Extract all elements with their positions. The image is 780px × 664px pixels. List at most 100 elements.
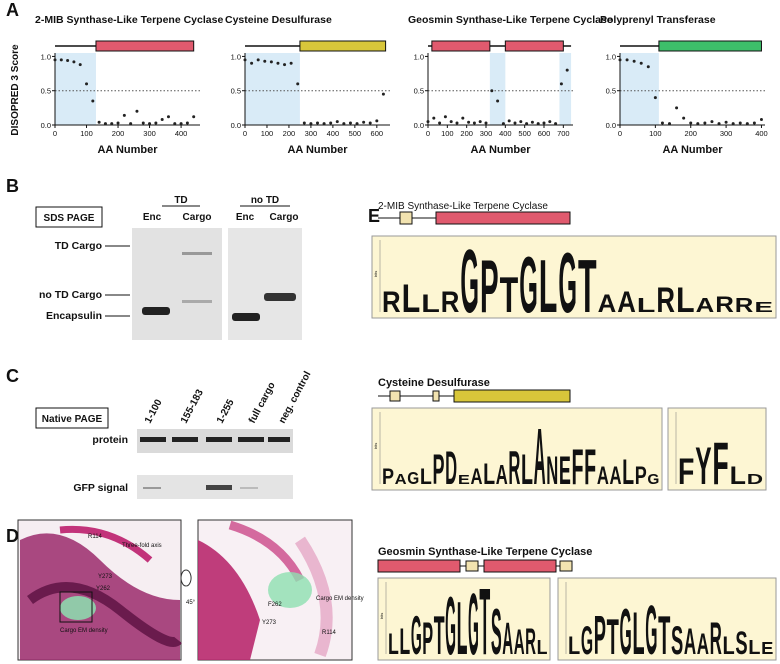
x-tick-label: 500 bbox=[349, 129, 362, 138]
panel-label: C bbox=[6, 366, 19, 386]
rotation-arrow bbox=[180, 569, 192, 587]
disorder-point bbox=[675, 106, 679, 110]
band bbox=[182, 252, 212, 255]
disorder-point bbox=[263, 59, 267, 63]
band bbox=[238, 437, 264, 442]
sds-gel bbox=[35, 205, 302, 340]
disorder-point bbox=[97, 120, 101, 124]
disorder-point bbox=[696, 122, 700, 126]
logo-letter: G bbox=[468, 577, 479, 664]
logo-letter: A bbox=[534, 413, 546, 502]
structure-annotation: R114 bbox=[88, 534, 103, 540]
logo-y-label: bits bbox=[379, 613, 384, 619]
disorder-point bbox=[618, 58, 622, 62]
band bbox=[232, 313, 260, 321]
box-label: Native PAGE bbox=[42, 414, 103, 425]
logo-letter: L bbox=[632, 602, 644, 664]
disorder-point bbox=[542, 121, 546, 125]
disorder-point bbox=[519, 120, 523, 124]
disorder-point bbox=[668, 122, 672, 126]
logo-letter: A bbox=[617, 286, 636, 319]
domain bbox=[95, 40, 195, 52]
logo-letter: L bbox=[457, 586, 468, 664]
logo-letter: R bbox=[441, 286, 460, 319]
logo-letter: G bbox=[445, 580, 456, 664]
disorder-point bbox=[639, 61, 643, 65]
logo-letter: L bbox=[568, 632, 580, 660]
disorder-point bbox=[472, 121, 476, 125]
disorder-point bbox=[703, 121, 707, 125]
disorder-point bbox=[66, 59, 70, 63]
disorder-point bbox=[565, 68, 569, 72]
disorder-point bbox=[160, 118, 164, 122]
disorder-point bbox=[455, 121, 459, 125]
logo-bg bbox=[557, 577, 777, 661]
logo-letter: L bbox=[622, 453, 634, 492]
x-axis-label: AA Number bbox=[662, 144, 723, 156]
x-tick-label: 200 bbox=[112, 129, 125, 138]
logo-letter: L bbox=[420, 464, 432, 489]
domain bbox=[299, 40, 387, 52]
x-tick-label: 400 bbox=[755, 129, 768, 138]
x-tick-label: 100 bbox=[80, 129, 93, 138]
gel bbox=[132, 228, 222, 340]
disorder-point bbox=[368, 121, 372, 125]
disorder-point bbox=[625, 58, 629, 62]
structure-annotation: F262 bbox=[268, 602, 282, 608]
disorder-point bbox=[646, 65, 650, 69]
disorder-point bbox=[148, 122, 152, 126]
x-axis-label: AA Number bbox=[287, 144, 348, 156]
logo-letter: A bbox=[514, 623, 525, 662]
x-tick-label: 0 bbox=[618, 129, 622, 138]
logo-letter: L bbox=[421, 290, 440, 318]
logo-letter: G bbox=[581, 617, 593, 663]
lane-label: 1-100 bbox=[143, 397, 165, 425]
disordered-region bbox=[620, 53, 659, 125]
disorder-point bbox=[513, 121, 517, 125]
ribbon bbox=[228, 520, 305, 583]
disorder-point bbox=[432, 116, 436, 120]
x-tick-label: 300 bbox=[480, 129, 493, 138]
logo-letter: R bbox=[656, 281, 675, 320]
logo-letter: L bbox=[637, 295, 656, 317]
y-tick-label: 1.0 bbox=[606, 52, 616, 61]
disorder-point bbox=[355, 122, 359, 126]
logo-letter: A bbox=[609, 462, 621, 490]
motif-box bbox=[389, 390, 401, 402]
logo-letter: S bbox=[735, 625, 747, 661]
lane-label: Cargo bbox=[183, 212, 212, 223]
disorder-point bbox=[484, 121, 488, 125]
y-tick-label: 0.0 bbox=[231, 121, 241, 130]
disorder-point bbox=[689, 121, 693, 125]
disorder-point bbox=[322, 122, 326, 126]
x-tick-label: 700 bbox=[557, 129, 570, 138]
logo-letter: L bbox=[730, 462, 747, 490]
logo-letter: Y bbox=[695, 438, 711, 496]
disorder-point bbox=[752, 121, 756, 125]
band bbox=[143, 487, 161, 489]
disorder-point bbox=[461, 116, 465, 120]
logo-bg bbox=[377, 577, 551, 661]
ribbon bbox=[198, 540, 260, 660]
logo-letter: R bbox=[710, 614, 722, 664]
plot-title: Cysteine Desulfurase bbox=[225, 14, 332, 26]
y-axis-label: DISOPRED 3 Score bbox=[10, 44, 21, 136]
logo-letter: L bbox=[388, 628, 399, 661]
logo-bg bbox=[371, 407, 663, 491]
logo-letter: T bbox=[479, 568, 490, 664]
y-tick-label: 1.0 bbox=[41, 52, 51, 61]
logo-letter: P bbox=[433, 447, 445, 494]
logo-bg bbox=[667, 407, 767, 491]
logo-letter: G bbox=[460, 231, 479, 332]
motif-box bbox=[399, 211, 413, 225]
lane-label: Enc bbox=[236, 212, 255, 223]
lane-label: Enc bbox=[143, 212, 162, 223]
logo-letter: P bbox=[635, 462, 647, 490]
logo-letter: L bbox=[748, 637, 760, 659]
ribbon bbox=[27, 582, 182, 647]
logo-letter: L bbox=[483, 458, 495, 491]
disorder-point bbox=[316, 121, 319, 125]
disorder-point bbox=[116, 121, 120, 125]
logo-letter: R bbox=[508, 441, 520, 494]
lane-label: Cargo bbox=[270, 212, 299, 223]
